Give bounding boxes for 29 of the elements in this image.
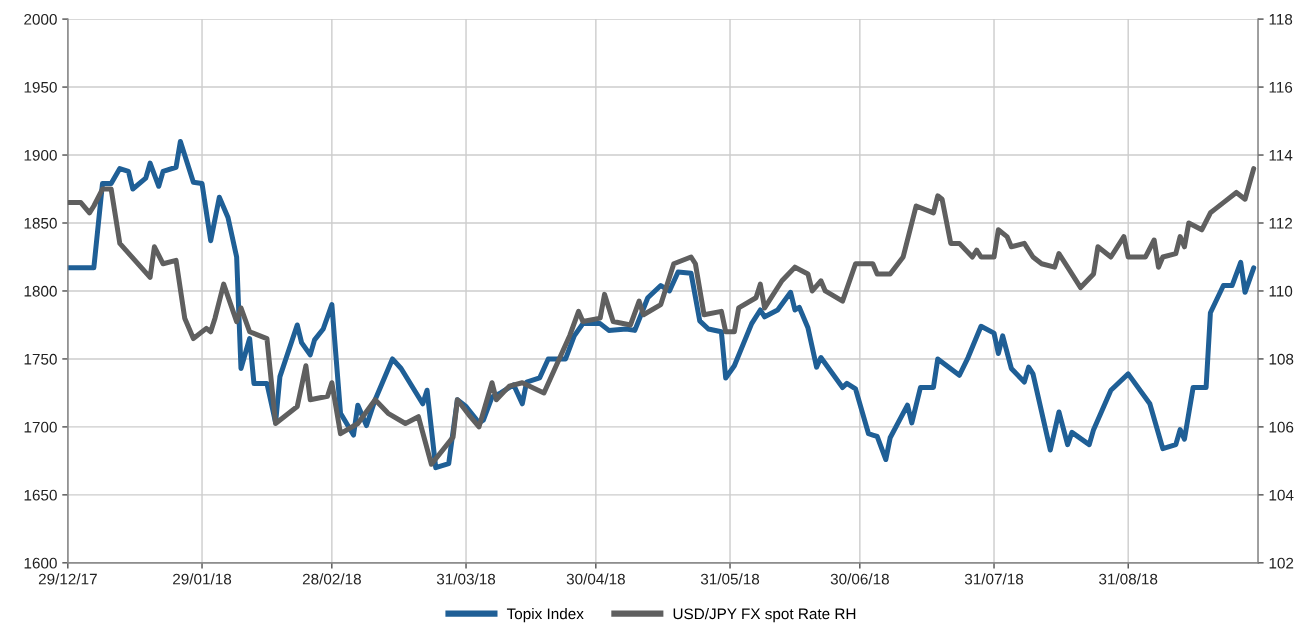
y-tick-label: 1750 [24,353,57,365]
x-tick-label: 29/01/18 [173,573,232,585]
y-tick-label: 1850 [24,217,57,229]
x-tick-label: 28/02/18 [302,573,361,585]
x-tick-label: 30/04/18 [566,573,625,585]
y-tick-label: 1650 [24,489,57,501]
legend-label: USD/JPY FX spot Rate RH [673,608,856,623]
y-tick-label: 1950 [24,81,57,93]
y-tick-label: 1900 [24,149,57,161]
y2-tick-label: 118 [1269,13,1293,25]
y2-tick-label: 102 [1269,557,1294,569]
y-tick-label: 1600 [24,557,57,569]
y-tick-label: 1700 [24,421,57,433]
y2-tick-label: 114 [1269,150,1293,161]
x-tick-label: 31/05/18 [700,573,760,585]
y2-tick-label: 108 [1269,353,1294,365]
y-tick-label: 1800 [24,285,57,297]
y2-tick-label: 110 [1269,285,1293,297]
x-tick-label: 31/08/18 [1099,573,1158,585]
y2-tick-label: 104 [1269,489,1294,501]
x-tick-label: 31/03/18 [436,573,496,585]
y2-tick-label: 112 [1269,217,1293,229]
y2-tick-label: 106 [1269,421,1294,433]
y2-tick-label: 116 [1269,81,1293,93]
legend-label: Topix Index [506,608,584,623]
y-tick-label: 2000 [24,13,57,25]
x-tick-label: 31/07/18 [964,573,1024,585]
x-tick-label: 30/06/18 [830,573,889,585]
x-tick-label: 29/12/17 [38,573,97,585]
